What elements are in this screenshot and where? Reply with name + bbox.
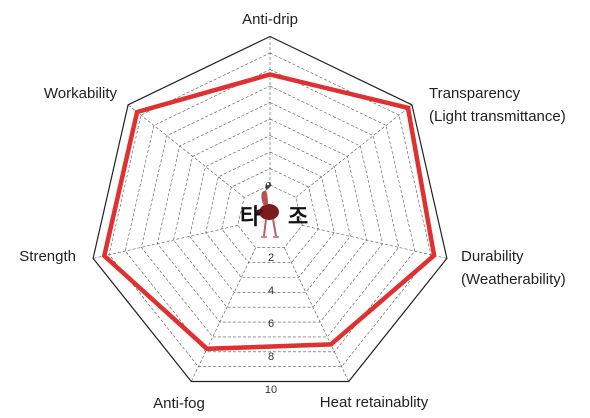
- axis-label: Transparency: [429, 85, 521, 102]
- grid-ring: [189, 135, 351, 293]
- series-layer: [101, 72, 437, 352]
- grid-ring: [140, 85, 400, 338]
- grid-spoke: [190, 247, 256, 382]
- axis-label: Workability: [44, 85, 118, 102]
- grid-ring: [124, 69, 416, 353]
- ostrich-icon: [256, 182, 279, 238]
- axis-label: Anti-drip: [242, 11, 298, 28]
- axis-label: Heat retainablity: [320, 394, 429, 411]
- grid-ring: [237, 184, 303, 248]
- logo-left-char: 타: [240, 205, 261, 230]
- grid-spoke: [284, 247, 350, 382]
- grid-spoke: [295, 104, 413, 198]
- logo: 타 조: [240, 182, 308, 238]
- axis-label: Durability: [461, 248, 524, 265]
- series-line: [101, 72, 437, 352]
- grid-ring-outer: [92, 35, 448, 383]
- grid-ring: [108, 52, 432, 368]
- tick-label: 10: [265, 384, 277, 396]
- axis-label: Anti-fog: [153, 395, 205, 412]
- tick-label: 6: [268, 318, 274, 330]
- axis-label: (Light transmittance): [429, 108, 566, 125]
- grid-layer: [92, 35, 448, 383]
- axis-label: Strength: [19, 248, 76, 265]
- axis-label-layer: Anti-drip Transparency (Light transmittanc…: [19, 11, 565, 412]
- tick-label: 2: [268, 252, 274, 264]
- grid-ring: [221, 168, 319, 263]
- grid-ring: [157, 102, 383, 323]
- grid-ring: [173, 118, 367, 308]
- tick-label: 4: [268, 285, 274, 297]
- tick-layer: 2 4 6 8 10: [265, 252, 277, 396]
- axis-label: (Weatherability): [461, 271, 566, 288]
- logo-right-char: 조: [288, 205, 308, 230]
- grid-ring: [205, 151, 335, 278]
- tick-label: 8: [268, 351, 274, 363]
